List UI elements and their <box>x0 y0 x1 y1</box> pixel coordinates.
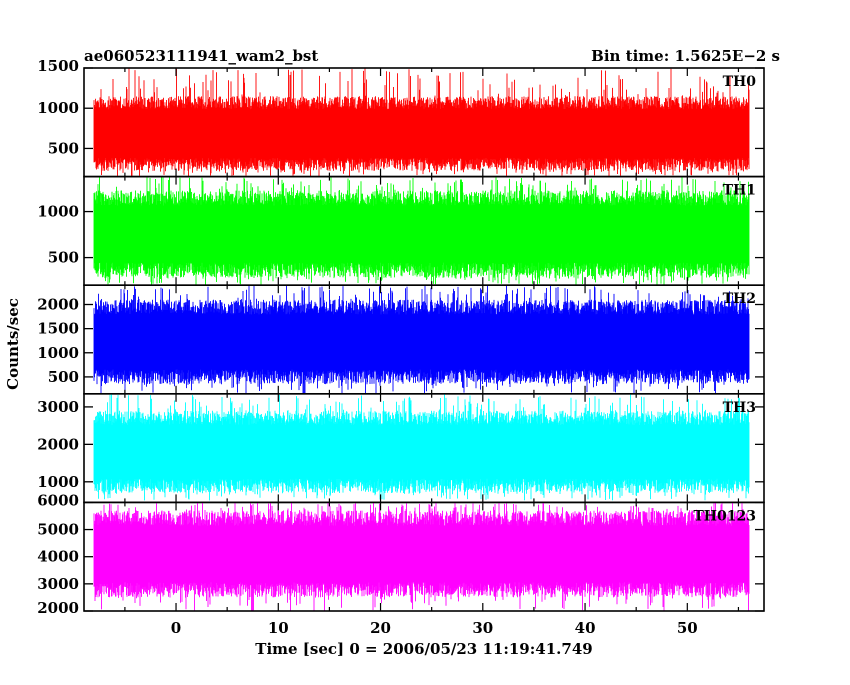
panel-stack: 500 1000 1500 TH0 500 1000 TH1 500 1000 1500 2000 T… <box>37 57 765 617</box>
y-tick-label-th1: 1000 <box>37 203 79 221</box>
y-tick-label-th0: 1000 <box>37 99 79 117</box>
panel-label-th2: TH2 <box>723 291 756 307</box>
x-tick-label: 50 <box>677 619 698 637</box>
panel-th0: 500 1000 1500 TH0 <box>37 57 765 178</box>
series-th0 <box>93 68 750 177</box>
x-axis-tick-labels: 0 10 20 30 40 50 <box>171 619 698 637</box>
y-tick-label-th0123: 6000 <box>37 491 79 509</box>
y-tick-label-th3: 2000 <box>37 435 79 453</box>
series-th0123 <box>93 502 750 611</box>
panel-th0123: 2000 3000 4000 5000 6000 TH0123 <box>37 491 765 617</box>
y-tick-label-th0123: 3000 <box>37 575 79 593</box>
y-tick-label-th3: 1000 <box>37 473 79 491</box>
series-th3 <box>93 393 750 501</box>
y-tick-label-th1: 500 <box>48 249 79 267</box>
y-tick-label-th0123: 5000 <box>37 521 79 539</box>
panel-th1: 500 1000 TH1 <box>37 175 765 287</box>
x-tick-label: 0 <box>171 619 181 637</box>
panel-label-th0: TH0 <box>723 74 757 90</box>
series-th1 <box>93 176 750 286</box>
y-tick-label-th0: 500 <box>48 139 79 157</box>
y-tick-label-th2: 1000 <box>37 344 79 362</box>
x-tick-label: 40 <box>575 619 596 637</box>
x-axis-title: Time [sec] 0 = 2006/05/23 11:19:41.749 <box>255 640 592 658</box>
x-tick-label: 30 <box>472 619 493 637</box>
panel-label-th0123: TH0123 <box>693 508 756 524</box>
panel-th3: 1000 2000 3000 TH3 <box>37 392 765 504</box>
x-tick-label: 20 <box>370 619 391 637</box>
y-axis-title: Counts/sec <box>4 298 22 390</box>
y-tick-label-th3: 3000 <box>37 398 79 416</box>
y-tick-label-th0: 1500 <box>37 57 79 75</box>
y-tick-label-th0123: 4000 <box>37 548 79 566</box>
y-tick-label-th2: 2000 <box>37 296 79 314</box>
observation-id-title: ae060523111941_wam2_bst <box>84 47 318 65</box>
panel-label-th3: TH3 <box>723 400 756 416</box>
series-th2 <box>93 285 750 394</box>
panel-label-th1: TH1 <box>723 183 756 199</box>
panel-th2: 500 1000 1500 2000 TH2 <box>37 284 765 395</box>
x-tick-label: 10 <box>268 619 289 637</box>
y-tick-label-th2: 500 <box>48 368 79 386</box>
y-tick-label-th0123: 2000 <box>37 599 79 617</box>
bin-time-title: Bin time: 1.5625E−2 s <box>591 47 780 65</box>
y-tick-label-th2: 1500 <box>37 320 79 338</box>
